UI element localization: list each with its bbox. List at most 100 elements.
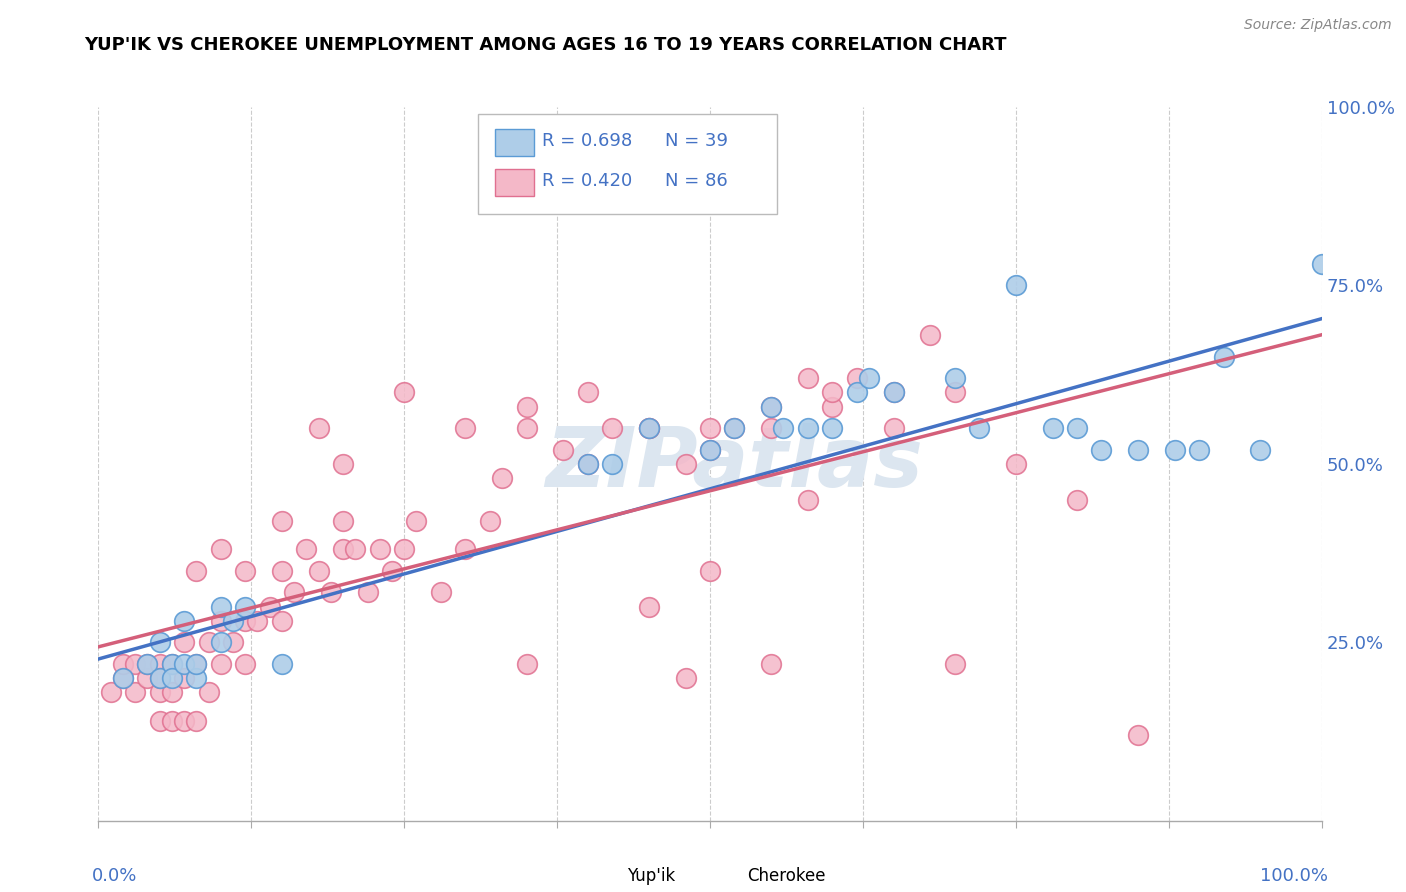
- Point: [259, 599, 281, 614]
- Point: [197, 685, 219, 699]
- Point: [233, 599, 256, 614]
- Text: YUP'IK VS CHEROKEE UNEMPLOYMENT AMONG AGES 16 TO 19 YEARS CORRELATION CHART: YUP'IK VS CHEROKEE UNEMPLOYMENT AMONG AG…: [84, 36, 1007, 54]
- Point: [821, 385, 844, 400]
- Text: R = 0.420: R = 0.420: [543, 172, 633, 190]
- Text: Cherokee: Cherokee: [747, 867, 825, 885]
- Point: [233, 564, 256, 578]
- Point: [699, 564, 721, 578]
- Point: [209, 635, 232, 649]
- Point: [1066, 492, 1088, 507]
- FancyBboxPatch shape: [495, 129, 534, 155]
- Point: [1042, 421, 1064, 435]
- Point: [111, 657, 134, 671]
- Point: [111, 671, 134, 685]
- Point: [515, 657, 537, 671]
- Point: [1164, 442, 1187, 457]
- Point: [553, 442, 575, 457]
- Text: N = 86: N = 86: [665, 172, 727, 190]
- Point: [160, 685, 183, 699]
- Point: [368, 542, 391, 557]
- Point: [491, 471, 513, 485]
- Point: [1310, 257, 1333, 271]
- Point: [295, 542, 318, 557]
- Point: [209, 657, 232, 671]
- Point: [405, 514, 427, 528]
- Point: [883, 421, 905, 435]
- Point: [186, 657, 208, 671]
- Point: [699, 442, 721, 457]
- Point: [845, 385, 868, 400]
- Point: [270, 564, 294, 578]
- Point: [943, 657, 966, 671]
- Point: [478, 514, 501, 528]
- Point: [858, 371, 880, 385]
- Point: [111, 671, 134, 685]
- Point: [675, 457, 697, 471]
- Point: [173, 714, 195, 728]
- Point: [100, 685, 122, 699]
- Text: R = 0.698: R = 0.698: [543, 132, 633, 150]
- Point: [136, 657, 159, 671]
- Point: [173, 671, 195, 685]
- Text: ZIPatlas: ZIPatlas: [546, 424, 924, 504]
- Point: [270, 614, 294, 628]
- Point: [1090, 442, 1112, 457]
- Point: [1066, 421, 1088, 435]
- Point: [761, 657, 783, 671]
- Point: [761, 400, 783, 414]
- Point: [124, 657, 146, 671]
- Point: [186, 564, 208, 578]
- Point: [1188, 442, 1211, 457]
- Point: [283, 585, 305, 599]
- Point: [246, 614, 269, 628]
- Point: [186, 671, 208, 685]
- Point: [797, 421, 820, 435]
- Point: [308, 421, 330, 435]
- Point: [197, 635, 219, 649]
- Point: [638, 421, 661, 435]
- Point: [308, 564, 330, 578]
- Point: [136, 657, 159, 671]
- Point: [222, 614, 245, 628]
- Point: [600, 421, 623, 435]
- Point: [149, 671, 172, 685]
- Point: [454, 421, 477, 435]
- Point: [821, 400, 844, 414]
- Point: [392, 542, 416, 557]
- Point: [160, 657, 183, 671]
- Point: [160, 657, 183, 671]
- Point: [515, 400, 537, 414]
- Point: [1128, 728, 1150, 742]
- Point: [173, 614, 195, 628]
- Point: [515, 421, 537, 435]
- Point: [209, 599, 232, 614]
- Point: [160, 714, 183, 728]
- Point: [356, 585, 378, 599]
- FancyBboxPatch shape: [586, 866, 620, 886]
- Point: [186, 714, 208, 728]
- Point: [430, 585, 453, 599]
- Point: [797, 492, 820, 507]
- Point: [723, 421, 745, 435]
- Point: [173, 635, 195, 649]
- Point: [797, 371, 820, 385]
- Text: 100.0%: 100.0%: [1260, 867, 1327, 885]
- Point: [675, 671, 697, 685]
- Point: [332, 514, 354, 528]
- Point: [845, 371, 868, 385]
- FancyBboxPatch shape: [478, 114, 778, 214]
- Point: [638, 421, 661, 435]
- Point: [1249, 442, 1271, 457]
- Point: [1128, 442, 1150, 457]
- Point: [381, 564, 404, 578]
- Point: [209, 542, 232, 557]
- Point: [160, 671, 183, 685]
- Text: Yup'ik: Yup'ik: [627, 867, 675, 885]
- Point: [883, 385, 905, 400]
- Point: [136, 671, 159, 685]
- Point: [454, 542, 477, 557]
- Point: [576, 385, 599, 400]
- Point: [149, 714, 172, 728]
- Point: [332, 542, 354, 557]
- Point: [821, 421, 844, 435]
